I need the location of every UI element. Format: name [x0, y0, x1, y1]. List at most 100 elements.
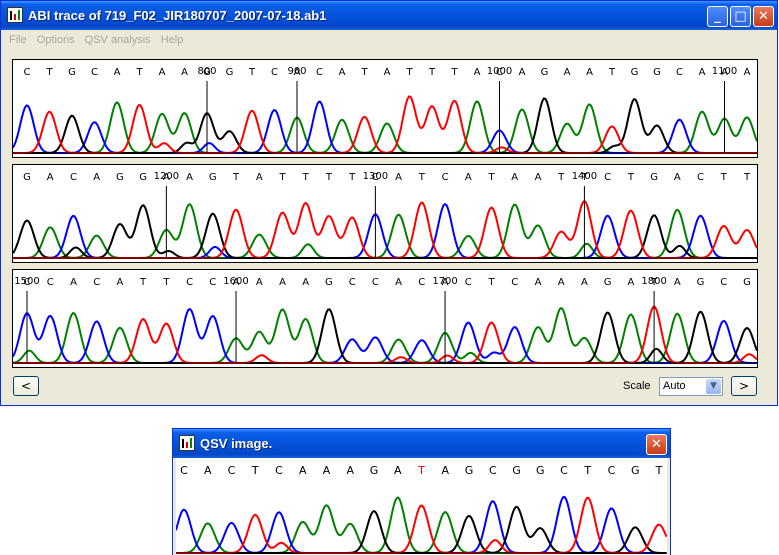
base-call: A	[181, 67, 188, 78]
base-call: C	[511, 277, 518, 288]
chevron-left-icon: <	[20, 379, 32, 393]
main-window: ABI trace of 719_F02_JIR180707_2007-07-1…	[0, 0, 778, 406]
base-call: A	[586, 67, 593, 78]
base-call: G	[116, 172, 124, 183]
base-call: T	[325, 172, 333, 183]
base-call: G	[226, 67, 234, 78]
base-call: G	[653, 67, 661, 78]
base-call: A	[511, 172, 518, 183]
base-call: T	[720, 172, 728, 183]
maximize-icon: □	[734, 9, 747, 24]
base-call: G	[604, 277, 612, 288]
base-call: C	[91, 67, 98, 78]
base-call: A	[558, 277, 565, 288]
base-call: A	[294, 67, 301, 78]
base-call: G	[68, 67, 76, 78]
base-call: A	[394, 464, 402, 477]
base-call: G	[697, 277, 705, 288]
base-call: A	[114, 67, 121, 78]
menu-bar: File Options QSV analysis Help	[4, 31, 774, 49]
base-call: G	[650, 172, 658, 183]
base-call: C	[418, 277, 425, 288]
base-call: C	[349, 277, 356, 288]
minimize-button[interactable]: _	[707, 6, 728, 27]
scale-value: Auto	[663, 380, 686, 392]
base-call: T	[583, 464, 591, 477]
trace-line-A	[13, 100, 757, 154]
trace-plot: C C A C A T T C C A A A A G C C A C A C T C A A A G A T A G C G 1500 1600…	[13, 276, 757, 364]
base-call: G	[139, 172, 147, 183]
maximize-button[interactable]: □	[730, 6, 751, 27]
position-label: 1000	[487, 66, 512, 77]
trace-panel-3[interactable]: C C A C A T T C C A A A A G C C A C A C T C A A A G A T A G C G 1500 1600…	[12, 269, 758, 368]
base-call: G	[743, 277, 751, 288]
previous-button[interactable]: <	[13, 376, 39, 396]
base-call: T	[743, 172, 751, 183]
base-call: A	[395, 172, 402, 183]
position-label: 1500	[14, 276, 39, 287]
window-title: ABI trace of 719_F02_JIR180707_2007-07-1…	[28, 8, 327, 23]
base-call: T	[627, 172, 635, 183]
base-call: A	[186, 172, 193, 183]
base-call: C	[316, 67, 323, 78]
scale-select[interactable]: Auto ▼	[659, 377, 723, 396]
trace-panel-2[interactable]: G A C A G G A A G T A T T T T C A T C A T A A T T C T G A C T T 1200 1300…	[12, 164, 758, 263]
base-call: A	[564, 67, 571, 78]
qsv-title-bar[interactable]: QSV image. ✕	[173, 429, 670, 458]
trace-plot: G A C A G G A A G T A T T T T C A T C A T A A T T C T G A C T T 1200 1300…	[13, 171, 757, 259]
close-button[interactable]: ✕	[753, 6, 774, 27]
position-label: 1300	[363, 171, 388, 182]
trace-line-T	[176, 496, 667, 554]
base-call: A	[674, 172, 681, 183]
base-call: C	[24, 277, 31, 288]
position-label: 1800	[641, 276, 666, 287]
position-label: 800	[197, 66, 216, 77]
menu-file[interactable]: File	[9, 34, 27, 46]
base-call: T	[650, 277, 658, 288]
trace-panel-1[interactable]: C T G C A T A A G G T C A C A T A T T T A C A G A A T G G C A A A 800 900 1…	[12, 59, 758, 158]
base-call: G	[536, 464, 545, 477]
base-call: G	[512, 464, 521, 477]
base-call: C	[608, 464, 616, 477]
base-call: C	[70, 172, 77, 183]
base-call: T	[418, 172, 426, 183]
base-call: A	[384, 67, 391, 78]
base-call: A	[256, 277, 263, 288]
base-call: T	[232, 172, 240, 183]
base-call: C	[720, 277, 727, 288]
close-icon: ✕	[651, 437, 662, 452]
base-call: C	[271, 67, 278, 78]
title-bar[interactable]: ABI trace of 719_F02_JIR180707_2007-07-1…	[1, 1, 777, 30]
trace-plot: C T G C A T A A G G T C A C A T A T T T A C A G A A T G G C A A A 800 900 1…	[13, 66, 757, 154]
base-call: T	[580, 172, 588, 183]
base-call: T	[655, 464, 663, 477]
position-label: 1200	[154, 171, 179, 182]
next-button[interactable]: >	[731, 376, 757, 396]
base-call: A	[302, 277, 309, 288]
base-call: C	[489, 464, 497, 477]
base-call: T	[405, 67, 413, 78]
base-call: T	[487, 277, 495, 288]
base-call: T	[135, 67, 143, 78]
menu-help[interactable]: Help	[160, 34, 184, 46]
menu-options[interactable]: Options	[36, 34, 75, 46]
base-call: T	[608, 67, 616, 78]
base-call: C	[275, 464, 283, 477]
chevron-down-icon[interactable]: ▼	[706, 379, 721, 394]
menu-qsv-analysis[interactable]: QSV analysis	[84, 34, 151, 46]
base-call: A	[519, 67, 526, 78]
minimize-icon: _	[714, 9, 721, 24]
qsv-close-button[interactable]: ✕	[646, 434, 667, 455]
base-call: A	[674, 277, 681, 288]
base-call: A	[47, 172, 54, 183]
base-call: C	[47, 277, 54, 288]
base-call: C	[560, 464, 568, 477]
base-call: G	[23, 172, 31, 183]
base-call: A	[581, 277, 588, 288]
base-call: A	[70, 277, 77, 288]
base-call: A	[535, 172, 542, 183]
base-call: A	[442, 277, 449, 288]
chevron-right-icon: >	[738, 379, 750, 393]
